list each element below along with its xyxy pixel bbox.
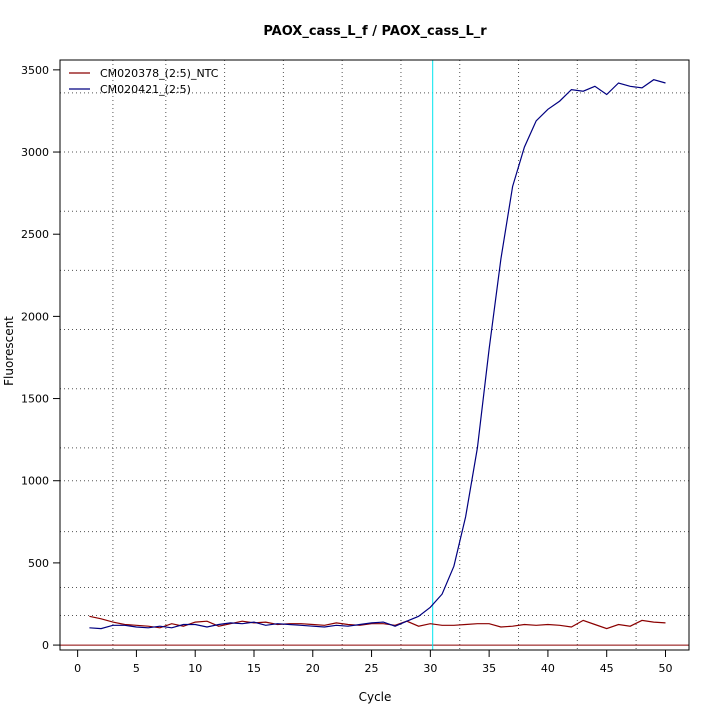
y-tick-label: 2000 (21, 310, 49, 323)
series-layer (89, 79, 666, 630)
grid-lines (60, 60, 689, 650)
x-tick-label: 5 (133, 662, 140, 675)
series-line-2 (89, 79, 666, 630)
chart-title: PAOX_cass_L_f / PAOX_cass_L_r (263, 24, 487, 39)
x-tick-label: 25 (365, 662, 379, 675)
x-tick-label: 45 (600, 662, 614, 675)
y-tick-label: 1500 (21, 393, 49, 406)
series-line-1 (89, 615, 666, 630)
x-tick-label: 15 (247, 662, 261, 675)
x-tick-label: 50 (658, 662, 672, 675)
legend-label-1: CM020378_(2:5)_NTC (100, 67, 219, 80)
x-tick-label: 20 (306, 662, 320, 675)
legend-label-2: CM020421_(2:5) (100, 83, 191, 96)
x-tick-label: 10 (188, 662, 202, 675)
x-tick-label: 0 (74, 662, 81, 675)
y-tick-label: 1000 (21, 475, 49, 488)
x-tick-label: 30 (423, 662, 437, 675)
y-tick-label: 2500 (21, 228, 49, 241)
legend: CM020378_(2:5)_NTC CM020421_(2:5) (69, 67, 219, 96)
x-tick-label: 35 (482, 662, 496, 675)
y-tick-label: 3500 (21, 64, 49, 77)
plot-frame (59, 59, 690, 651)
y-tick-label: 500 (28, 557, 49, 570)
y-axis-label: Fluorescent (2, 316, 16, 386)
y-tick-label: 0 (42, 639, 49, 652)
x-tick-label: 40 (541, 662, 555, 675)
axes-layer: 0 5 10 15 20 25 30 35 40 45 5005001000150020002500… (21, 59, 690, 675)
y-tick-label: 3000 (21, 146, 49, 159)
x-axis-label: Cycle (359, 690, 392, 704)
threshold-layer (60, 60, 689, 650)
